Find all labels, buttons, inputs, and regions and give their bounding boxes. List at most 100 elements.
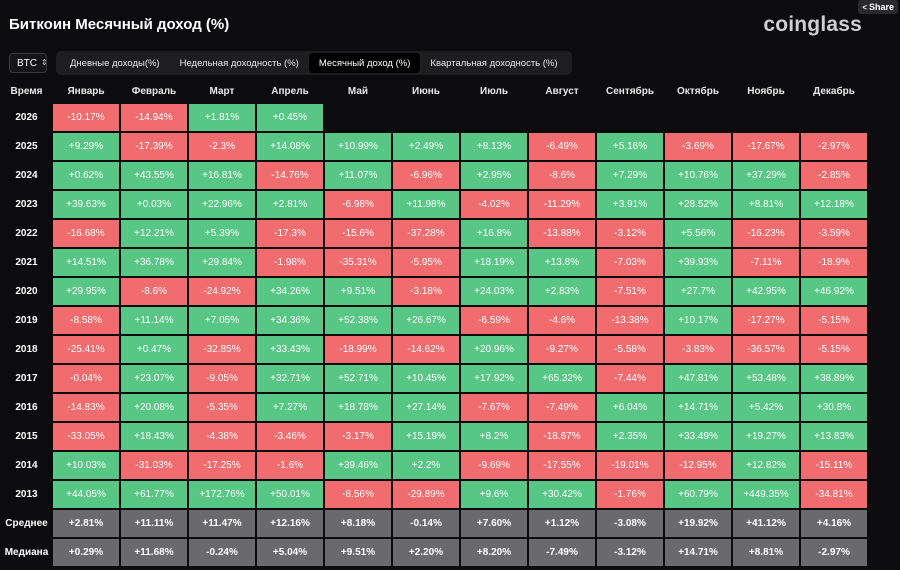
heatmap-cell: -19.01% (597, 452, 663, 479)
heatmap-cell: +10.17% (665, 307, 731, 334)
heatmap-cell: +20.08% (121, 394, 187, 421)
table-row: 2014 +10.03% -31.03% -17.25% -1.6% +39.46% +2.… (2, 452, 867, 479)
heatmap-cell: +9.29% (53, 133, 119, 160)
heatmap-cell: +13.83% (801, 423, 867, 450)
heatmap-cell: -12.95% (665, 452, 731, 479)
heatmap-cell: +1.81% (189, 104, 255, 131)
summary-cell: -3.12% (597, 539, 663, 566)
summary-cell: +12.16% (257, 510, 323, 537)
heatmap-cell: +5.56% (665, 220, 731, 247)
year-label: 2023 (15, 199, 38, 210)
heatmap-cell: -9.05% (189, 365, 255, 392)
corner-label: Время (10, 85, 43, 97)
heatmap-cell: -3.12% (597, 220, 663, 247)
heatmap-cell: -7.11% (733, 249, 799, 276)
heatmap-cell: -35.31% (325, 249, 391, 276)
share-button[interactable]: < Share (858, 0, 898, 14)
heatmap-cell: +44.05% (53, 481, 119, 508)
heatmap-cell: +17.92% (461, 365, 527, 392)
heatmap-cell: +26.67% (393, 307, 459, 334)
heatmap-cell: -33.05% (53, 423, 119, 450)
heatmap-cell: -10.17% (53, 104, 119, 131)
heatmap-cell: +10.99% (325, 133, 391, 160)
asset-selector[interactable]: BTC ⇕ (9, 53, 48, 73)
heatmap-cell: +2.81% (257, 191, 323, 218)
table-row: 2017 -0.04% +23.07% -9.05% +32.71% +52.71% +10… (2, 365, 867, 392)
column-header: Июнь (412, 85, 440, 97)
heatmap-cell: -5.15% (801, 307, 867, 334)
table-row: 2025 +9.29% -17.39% -2.3% +14.08% +10.99% +2.4… (2, 133, 867, 160)
heatmap-cell: +6.04% (597, 394, 663, 421)
tab-weekly[interactable]: Недельная доходность (%) (179, 57, 299, 69)
column-header: Сентябрь (606, 85, 654, 97)
tab-daily[interactable]: Дневные доходы(%) (70, 57, 160, 69)
heatmap-cell: -1.98% (257, 249, 323, 276)
heatmap-cell: -7.44% (597, 365, 663, 392)
heatmap-cell: -6.59% (461, 307, 527, 334)
heatmap-cell: +5.39% (189, 220, 255, 247)
heatmap-cell: +37.29% (733, 162, 799, 189)
year-label: 2016 (15, 402, 38, 413)
heatmap-cell: +65.32% (529, 365, 595, 392)
empty-cell (529, 104, 595, 131)
heatmap-cell: -13.38% (597, 307, 663, 334)
column-header: Октябрь (677, 85, 719, 97)
heatmap-cell: +7.27% (257, 394, 323, 421)
share-icon: < (862, 3, 867, 12)
heatmap-cell: -17.39% (121, 133, 187, 160)
summary-cell: +5.04% (257, 539, 323, 566)
empty-cell (597, 104, 663, 131)
heatmap-cell: -29.89% (393, 481, 459, 508)
summary-cell: +14.71% (665, 539, 731, 566)
heatmap-cell: +7.05% (189, 307, 255, 334)
heatmap-cell: +18.78% (325, 394, 391, 421)
summary-cell: +2.81% (53, 510, 119, 537)
table-row: 2026 -10.17% -14.94% +1.81% +0.45% (2, 104, 867, 131)
summary-cell: +7.60% (461, 510, 527, 537)
monthly-returns-heatmap: Время Январь Февраль Март Апрель Май Июнь Июль А… (0, 78, 869, 568)
empty-cell (461, 104, 527, 131)
heatmap-cell: -5.35% (189, 394, 255, 421)
period-tabs: Дневные доходы(%) Недельная доходность (… (56, 51, 572, 75)
heatmap-cell: +15.19% (393, 423, 459, 450)
heatmap-cell: -4.6% (529, 307, 595, 334)
heatmap-cell: +10.76% (665, 162, 731, 189)
heatmap-cell: +10.45% (393, 365, 459, 392)
heatmap-cell: -32.85% (189, 336, 255, 363)
heatmap-cell: -2.97% (801, 133, 867, 160)
tab-quarterly[interactable]: Квартальная доходность (%) (430, 57, 558, 69)
heatmap-cell: -3.59% (801, 220, 867, 247)
summary-label: Среднее (5, 518, 48, 529)
heatmap-cell: +11.98% (393, 191, 459, 218)
summary-cell: -0.14% (393, 510, 459, 537)
table-row: 2020 +29.95% -8.6% -24.92% +34.26% +9.51% -3.1… (2, 278, 867, 305)
heatmap-cell: +34.36% (257, 307, 323, 334)
summary-cell: +4.16% (801, 510, 867, 537)
heatmap-cell: -0.04% (53, 365, 119, 392)
heatmap-cell: +2.83% (529, 278, 595, 305)
summary-cell: +11.47% (189, 510, 255, 537)
heatmap-cell: -18.99% (325, 336, 391, 363)
heatmap-cell: +12.21% (121, 220, 187, 247)
heatmap-cell: +3.91% (597, 191, 663, 218)
heatmap-cell: -4.02% (461, 191, 527, 218)
year-label: 2020 (15, 286, 38, 297)
heatmap-cell: +34.26% (257, 278, 323, 305)
year-label: 2014 (15, 460, 38, 471)
heatmap-cell: +5.16% (597, 133, 663, 160)
heatmap-cell: +9.6% (461, 481, 527, 508)
heatmap-cell: -13.88% (529, 220, 595, 247)
column-header: Май (347, 85, 369, 97)
heatmap-cell: +32.71% (257, 365, 323, 392)
heatmap-cell: +18.19% (461, 249, 527, 276)
tab-monthly[interactable]: Месячный доход (%) (308, 53, 421, 73)
heatmap-cell: -6.98% (325, 191, 391, 218)
year-label: 2019 (15, 315, 38, 326)
heatmap-cell: -6.96% (393, 162, 459, 189)
empty-cell (325, 104, 391, 131)
year-label: 2022 (15, 228, 38, 239)
heatmap-cell: +14.71% (665, 394, 731, 421)
heatmap-cell: +22.96% (189, 191, 255, 218)
heatmap-cell: -31.03% (121, 452, 187, 479)
heatmap-cell: +38.89% (801, 365, 867, 392)
